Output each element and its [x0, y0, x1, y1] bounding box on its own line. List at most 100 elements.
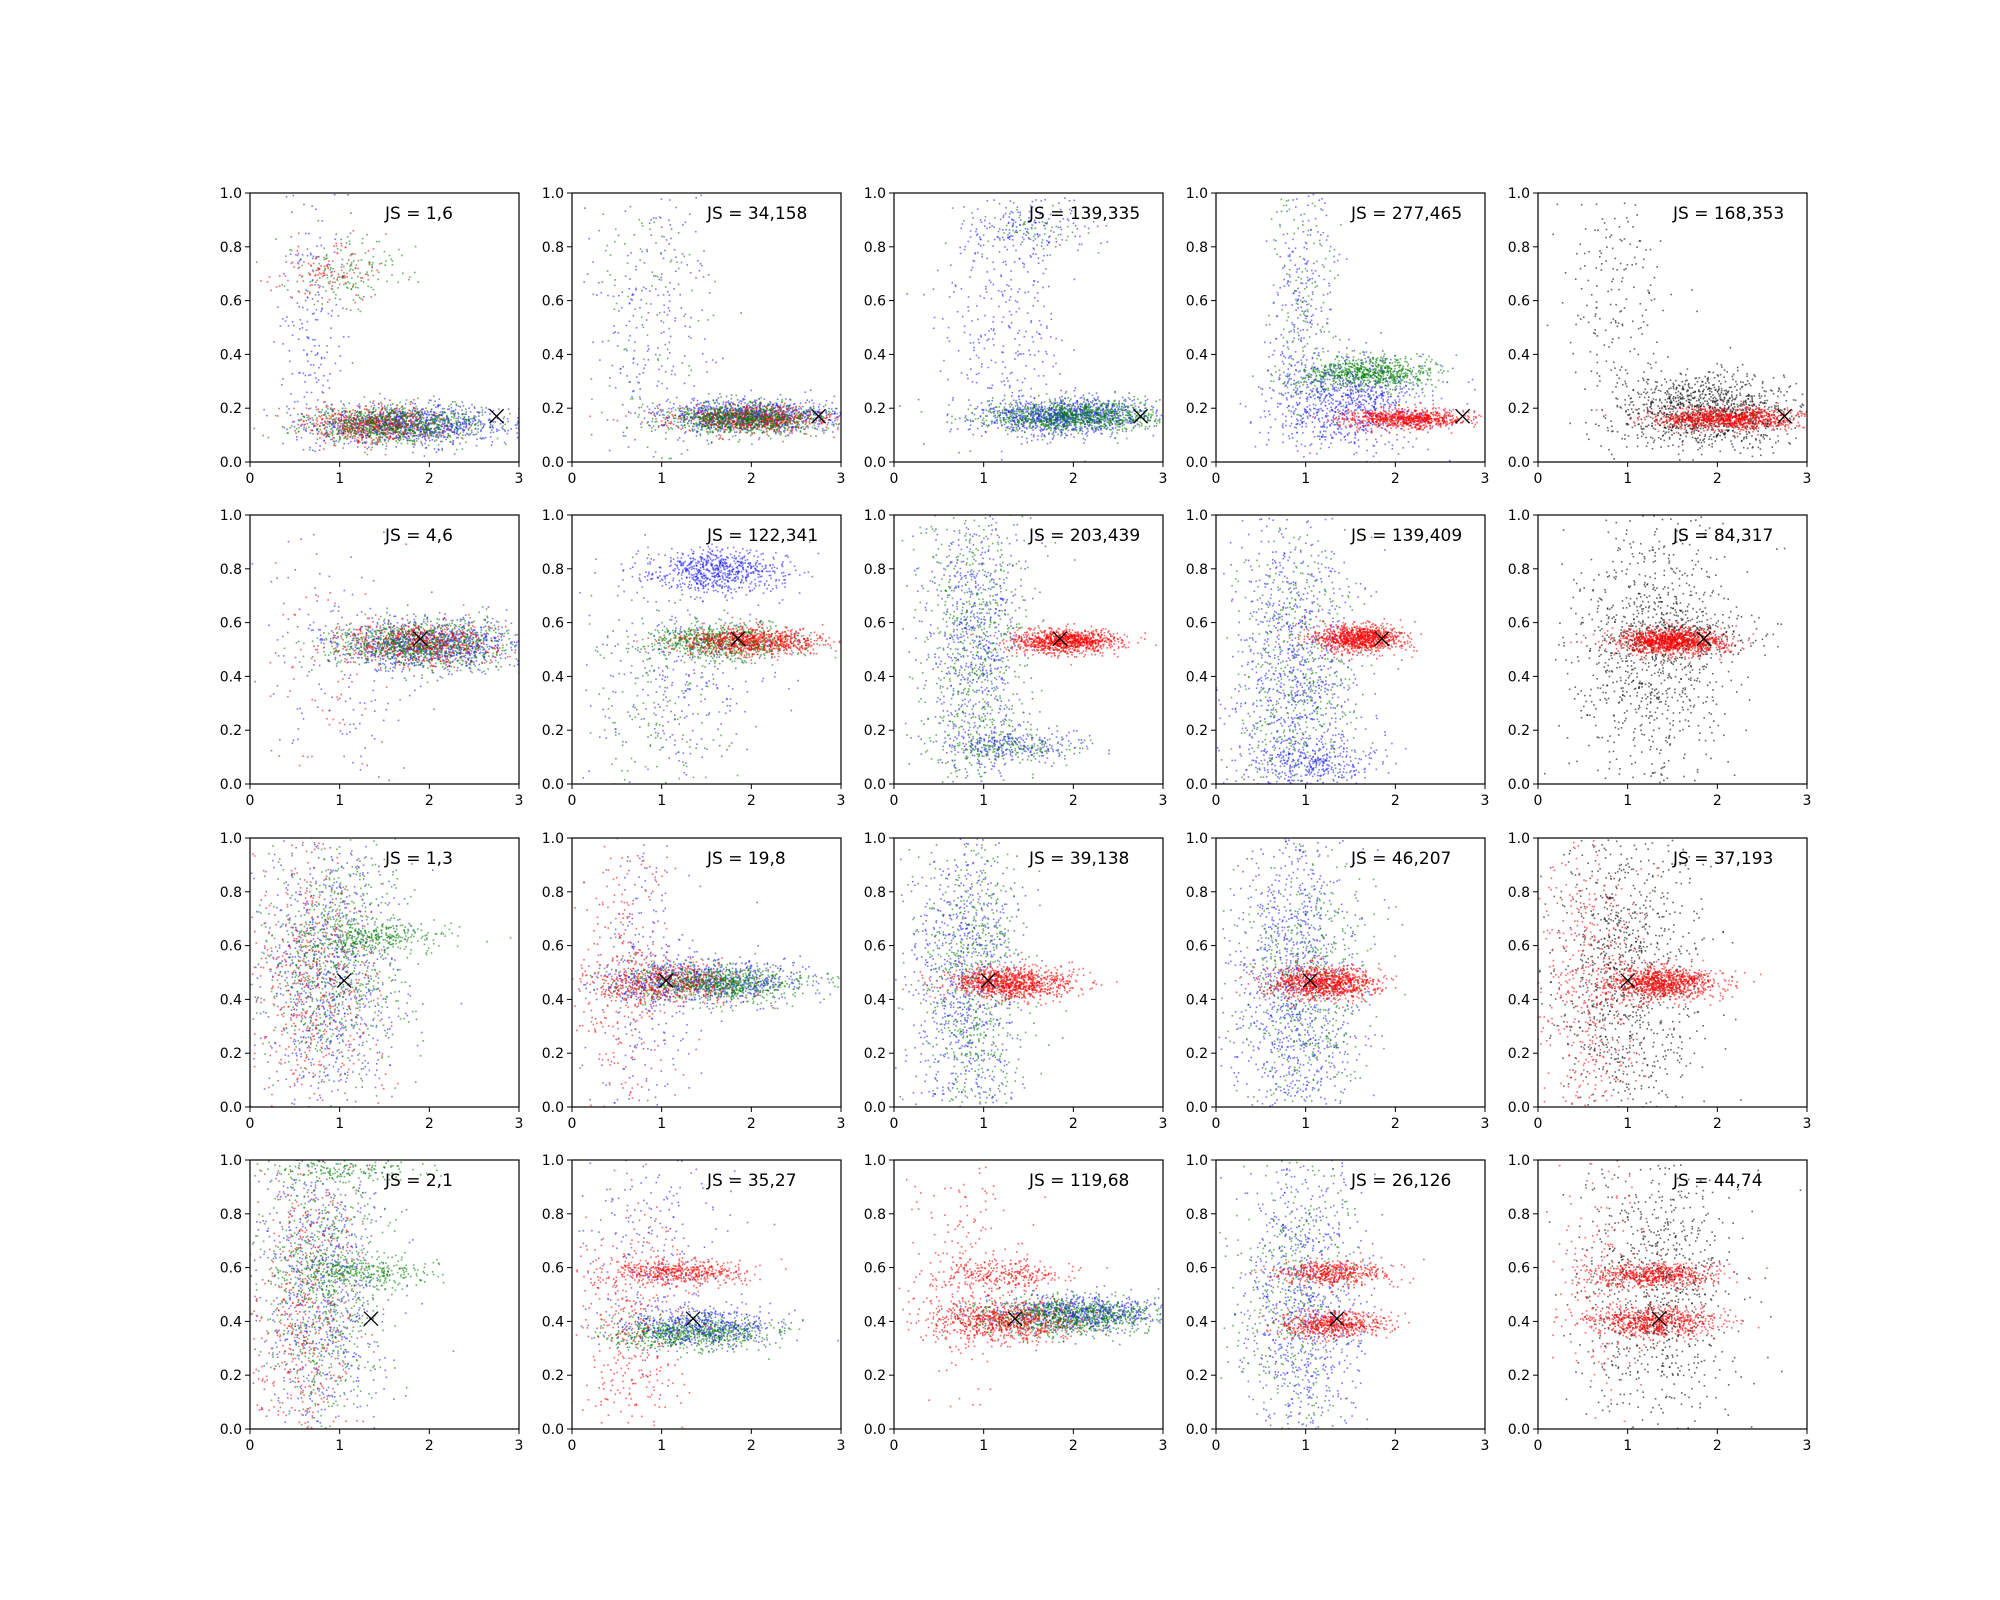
scatter-point: [414, 403, 416, 405]
scatter-point: [433, 423, 436, 426]
scatter-point: [363, 414, 365, 416]
scatter-point: [337, 418, 339, 421]
scatter-point: [437, 420, 440, 422]
scatter-point: [352, 423, 354, 425]
scatter-point: [335, 242, 337, 245]
scatter-point: [314, 450, 316, 453]
scatter-point: [387, 416, 390, 418]
scatter-point: [733, 427, 735, 429]
scatter-point: [709, 411, 712, 414]
scatter-point: [385, 422, 388, 424]
scatter-point: [288, 350, 291, 352]
scatter-point: [768, 435, 770, 437]
scatter-point: [361, 242, 364, 244]
scatter-point: [746, 406, 749, 408]
scatter-point: [323, 427, 326, 430]
scatter-point: [419, 422, 421, 425]
scatter-point: [732, 423, 735, 426]
scatter-point: [806, 425, 808, 427]
scatter-point: [409, 410, 411, 412]
scatter-point: [317, 300, 319, 303]
scatter-point: [301, 423, 304, 426]
scatter-point: [305, 407, 308, 409]
scatter-point: [741, 429, 743, 431]
scatter-point: [715, 414, 718, 417]
scatter-point: [427, 437, 430, 440]
scatter-point: [366, 448, 369, 450]
scatter-point: [748, 421, 750, 423]
scatter-point: [740, 427, 743, 429]
scatter-point: [407, 424, 409, 426]
scatter-point: [791, 426, 794, 429]
scatter-point: [741, 428, 743, 430]
scatter-point: [332, 281, 334, 284]
scatter-point: [313, 424, 315, 426]
scatter-point: [441, 447, 443, 450]
scatter-point: [398, 418, 401, 421]
scatter-point: [359, 430, 361, 432]
scatter-point: [291, 261, 294, 264]
scatter-point: [429, 422, 432, 425]
scatter-point: [439, 418, 441, 420]
scatter-point: [340, 420, 342, 423]
x-marker-stroke: [489, 408, 505, 424]
scatter-point: [401, 422, 404, 425]
scatter-point: [378, 403, 380, 405]
scatter-point: [750, 428, 753, 431]
scatter-point: [441, 407, 444, 410]
scatter-point: [698, 421, 701, 423]
scatter-point: [395, 424, 398, 427]
scatter-point: [453, 433, 456, 435]
scatter-point: [498, 408, 500, 410]
scatter-point: [330, 428, 332, 431]
scatter-point: [321, 275, 324, 277]
scatter-point: [366, 414, 368, 417]
scatter-point: [417, 412, 420, 415]
scatter-point: [761, 426, 764, 428]
scatter-point: [696, 425, 698, 427]
scatter-point: [448, 421, 450, 424]
scatter-point: [359, 405, 361, 408]
scatter-point: [468, 407, 470, 409]
scatter-point: [700, 413, 703, 416]
scatter-point: [381, 433, 383, 435]
scatter-point: [789, 432, 791, 434]
scatter-point: [760, 417, 763, 420]
scatter-point: [358, 407, 361, 409]
scatter-point: [721, 427, 724, 430]
scatter-point: [822, 427, 824, 430]
scatter-point: [345, 308, 348, 310]
scatter-point: [389, 424, 391, 427]
scatter-point: [410, 433, 412, 436]
scatter-point: [803, 428, 805, 430]
scatter-point: [402, 420, 405, 422]
scatter-point: [369, 434, 372, 437]
scatter-point: [358, 420, 361, 422]
scatter-point: [462, 428, 464, 430]
scatter-point: [368, 419, 371, 421]
scatter-point: [445, 438, 447, 441]
scatter-point: [798, 414, 801, 416]
scatter-point: [360, 420, 363, 423]
scatter-point: [311, 423, 313, 425]
scatter-point: [399, 401, 401, 404]
scatter-point: [832, 431, 834, 433]
scatter-point: [723, 428, 725, 431]
scatter-point: [667, 414, 670, 417]
scatter-point: [397, 281, 399, 284]
scatter-point: [414, 444, 416, 446]
scatter-point: [431, 413, 433, 416]
scatter-point: [308, 426, 310, 428]
scatter-point: [365, 416, 368, 418]
scatter-point: [340, 249, 342, 251]
scatter-point: [414, 271, 416, 274]
scatter-point: [370, 443, 372, 445]
scatter-point: [450, 412, 452, 415]
scatter-point: [321, 414, 323, 417]
scatter-point: [346, 276, 348, 278]
scatter-point: [405, 423, 408, 425]
scatter-point: [370, 419, 373, 421]
scatter-point: [755, 407, 758, 409]
scatter-point: [378, 414, 380, 417]
scatter-point: [379, 411, 381, 414]
